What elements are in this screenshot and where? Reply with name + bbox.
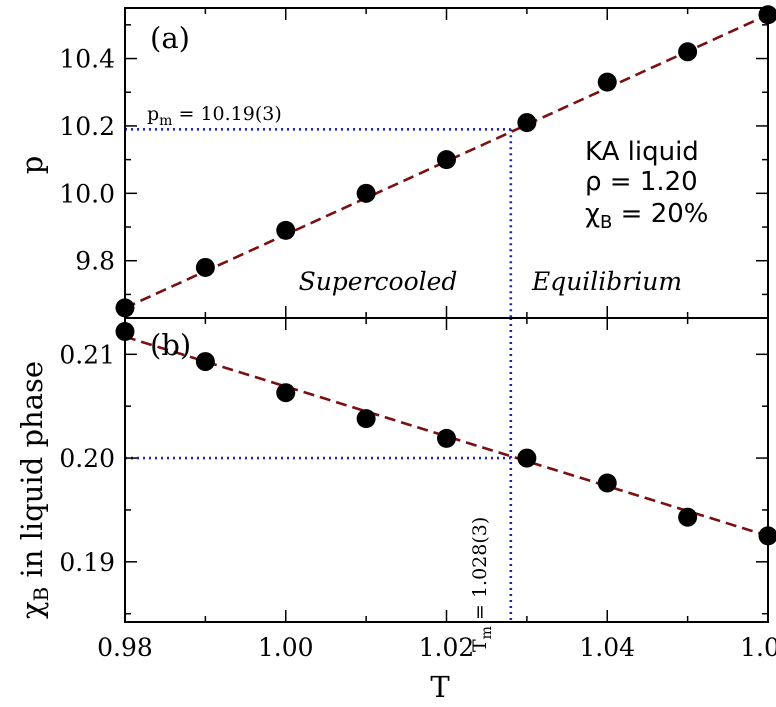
info-fraction-sub: B — [600, 212, 612, 233]
y-tick-label-b-0: 0.19 — [59, 548, 115, 577]
data-point-a-6 — [598, 73, 617, 92]
y-tick-label-a-0: 9.8 — [75, 247, 115, 276]
panel-b-frame — [125, 318, 768, 622]
data-point-a-1 — [196, 258, 215, 277]
data-point-b-2 — [276, 383, 295, 402]
y-tick-label-b-2: 0.21 — [59, 340, 115, 369]
region-label-equilibrium: Equilibrium — [531, 267, 682, 296]
y-axis-title-b: χB in liquid phase — [15, 361, 53, 619]
annotation-tm: Tm = 1.028(3) — [469, 517, 495, 652]
info-fraction: χB = 20% — [585, 199, 709, 233]
data-point-a-7 — [678, 42, 697, 61]
info-fraction-main: χ — [585, 199, 600, 229]
y-axis-title-b-rest: in liquid phase — [15, 361, 49, 587]
ticks-layer — [125, 8, 768, 622]
data-point-a-3 — [357, 184, 376, 203]
data-point-a-5 — [517, 113, 536, 132]
x-tick-label-1: 1.00 — [258, 633, 314, 662]
y-tick-label-a-2: 10.2 — [59, 112, 115, 141]
data-point-a-2 — [276, 221, 295, 240]
x-tick-label-3: 1.04 — [579, 633, 635, 662]
data-point-a-0 — [116, 298, 135, 317]
y-tick-label-a-1: 10.0 — [59, 179, 115, 208]
info-density: ρ = 1.20 — [585, 167, 698, 197]
y-tick-label-b-1: 0.20 — [59, 444, 115, 473]
panel-b-label: (b) — [150, 328, 191, 362]
y-tick-label-a-3: 10.4 — [59, 45, 115, 74]
data-point-b-4 — [437, 429, 456, 448]
annotation-pm-main: p — [147, 103, 159, 125]
info-fraction-rest: = 20% — [612, 199, 708, 229]
data-point-b-8 — [759, 526, 776, 545]
x-tick-label-4: 1.06 — [740, 633, 776, 662]
panel-a-label: (a) — [150, 21, 190, 55]
region-label-supercooled: Supercooled — [299, 267, 458, 296]
guide-lines-layer — [125, 129, 511, 622]
x-tick-label-0: 0.98 — [97, 633, 153, 662]
data-point-b-5 — [517, 449, 536, 468]
y-axis-title-b-sub: B — [29, 587, 53, 602]
y-axis-title-b-main: χ — [15, 601, 49, 619]
x-tick-label-2: 1.02 — [419, 633, 475, 662]
data-point-b-3 — [357, 409, 376, 428]
annotation-tm-rest: = 1.028(3) — [469, 517, 491, 626]
annotation-pm: pm = 10.19(3) — [147, 103, 282, 129]
data-point-b-0 — [116, 322, 135, 341]
data-point-b-7 — [678, 508, 697, 527]
data-point-b-6 — [598, 473, 617, 492]
data-point-a-4 — [437, 150, 456, 169]
annotation-tm-sub: m — [479, 626, 495, 639]
data-point-b-1 — [196, 352, 215, 371]
annotation-pm-rest: = 10.19(3) — [172, 103, 281, 125]
annotation-pm-sub: m — [159, 113, 172, 129]
info-system: KA liquid — [585, 137, 699, 167]
x-axis-title: T — [430, 670, 450, 702]
text-layer: (a) (b) T p χB in liquid phase Supercool… — [15, 21, 776, 702]
y-axis-title-a: p — [15, 156, 49, 175]
